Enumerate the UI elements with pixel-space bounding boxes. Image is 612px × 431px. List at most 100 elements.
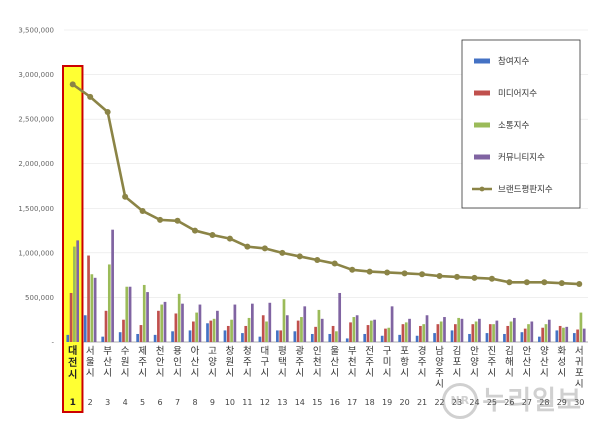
bar: [261, 315, 265, 342]
line-point: [384, 269, 391, 276]
line-point: [87, 93, 94, 100]
bar: [268, 302, 272, 342]
bar: [328, 333, 332, 342]
bar: [300, 317, 303, 342]
bar: [206, 323, 209, 342]
bar: [576, 329, 579, 342]
line-point: [366, 268, 373, 275]
bar: [474, 321, 478, 342]
bar: [136, 333, 139, 342]
bar: [415, 335, 419, 342]
y-tick-label: 2,000,000: [18, 160, 54, 168]
bar: [107, 264, 111, 342]
bar: [83, 315, 87, 342]
line-point: [576, 281, 583, 288]
bar: [345, 338, 349, 342]
y-axis: - 500,000 1,000,000 1,500,000 2,000,000 2,500…: [18, 27, 588, 347]
rank-label: 16: [330, 398, 340, 407]
bar: [104, 310, 108, 342]
y-tick-label: 3,500,000: [18, 27, 54, 35]
bar: [419, 325, 422, 342]
bar: [69, 292, 73, 342]
bar: [293, 331, 297, 342]
bar: [66, 334, 70, 342]
bar: [454, 324, 457, 342]
bar: [565, 326, 569, 342]
bar: [76, 240, 80, 342]
line-point: [436, 273, 443, 280]
bar: [582, 328, 586, 342]
line-point: [192, 227, 198, 234]
rank-label: 26: [504, 398, 514, 407]
bar: [488, 324, 492, 342]
bar: [111, 229, 114, 342]
bar: [443, 317, 446, 342]
bar: [157, 310, 160, 342]
line-point: [541, 279, 548, 286]
bar: [192, 321, 195, 342]
watermark: NR 누리일보: [442, 380, 582, 419]
line-point: [488, 275, 495, 282]
bar: [355, 315, 359, 342]
rank-label: 17: [347, 398, 357, 407]
bar: [523, 328, 527, 342]
bar: [230, 319, 233, 342]
bar: [171, 331, 174, 342]
rank-label: 14: [295, 398, 305, 407]
y-tick-label: 2,500,000: [18, 116, 54, 124]
rank-label: 11: [242, 398, 252, 407]
bar: [425, 315, 429, 342]
y-tick-label: -: [51, 339, 54, 347]
bar: [317, 309, 321, 342]
bar: [212, 318, 216, 342]
bar: [146, 292, 149, 342]
bar: [468, 333, 471, 342]
line-point: [471, 274, 478, 281]
bar: [387, 327, 391, 342]
rank-label: 10: [225, 398, 235, 407]
watermark-text: 누리일보: [482, 385, 582, 416]
bar: [216, 310, 219, 342]
bar: [142, 284, 146, 342]
rank-label: 2: [88, 398, 93, 407]
y-tick-label: 500,000: [25, 294, 54, 302]
bar: [338, 292, 342, 342]
rank-label: 13: [277, 398, 287, 407]
legend-point-swatch: [479, 186, 485, 192]
bar: [285, 315, 289, 342]
grid-layer: [64, 29, 588, 343]
rank-label: 9: [210, 398, 215, 407]
rank-label: 6: [158, 398, 163, 407]
line-point: [314, 256, 321, 263]
bar: [241, 333, 244, 342]
rank-label: 27: [522, 398, 532, 407]
line-point: [401, 270, 408, 277]
legend-label: 소통지수: [498, 121, 529, 131]
bar: [93, 277, 97, 342]
bar: [352, 317, 356, 342]
bar: [390, 306, 394, 342]
bar: [209, 320, 213, 342]
bar: [226, 325, 230, 342]
bar: [265, 321, 268, 342]
bar: [363, 333, 367, 342]
line-point: [157, 216, 164, 223]
bar: [233, 304, 237, 342]
bar: [139, 325, 143, 342]
bar: [198, 304, 202, 342]
legend-swatch: [474, 154, 490, 160]
